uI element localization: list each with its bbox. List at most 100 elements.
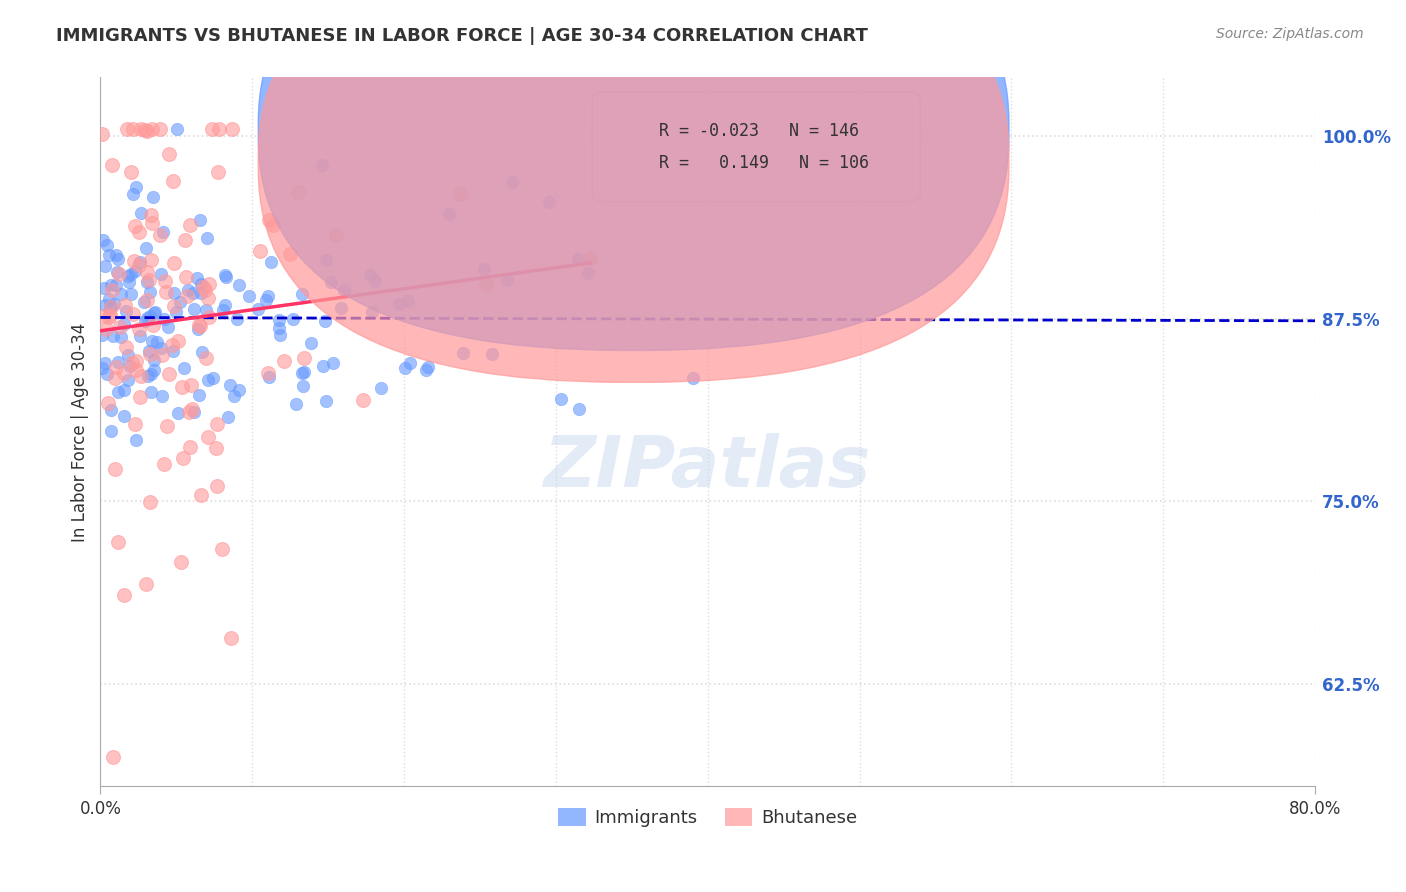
Point (211, 542, 233, 557)
Point (143, 363, 166, 377)
Text: IMMIGRANTS VS BHUTANESE IN LABOR FORCE | AGE 30-34 CORRELATION CHART: IMMIGRANTS VS BHUTANESE IN LABOR FORCE |… (56, 27, 868, 45)
Point (135, 265, 157, 279)
Point (437, 207, 460, 221)
Point (141, 367, 163, 381)
Point (101, 750, 124, 764)
Point (200, 121, 222, 136)
Point (150, 342, 173, 356)
Point (205, 442, 228, 456)
Point (90, 127, 112, 141)
Point (128, 322, 150, 336)
Point (98, 308, 121, 322)
Point (568, 401, 591, 416)
Point (537, 195, 560, 210)
Point (114, 298, 136, 312)
Point (100, 300, 122, 314)
Point (129, 121, 152, 136)
Point (110, 330, 132, 344)
Point (120, 359, 142, 373)
Point (135, 241, 157, 255)
Point (321, 276, 343, 290)
Point (173, 234, 195, 248)
Point (257, 366, 280, 380)
Point (228, 278, 250, 293)
Point (124, 417, 146, 431)
Point (117, 268, 139, 283)
Point (120, 286, 142, 301)
Point (122, 307, 145, 321)
Point (387, 297, 409, 311)
Point (475, 277, 498, 291)
Point (187, 322, 209, 336)
Point (190, 277, 212, 292)
Point (159, 367, 181, 381)
Point (193, 283, 215, 297)
Point (254, 293, 277, 307)
Point (156, 419, 179, 434)
Point (201, 370, 224, 384)
Point (291, 379, 314, 393)
Point (112, 366, 135, 380)
Point (197, 310, 219, 325)
Point (370, 381, 392, 395)
Point (93, 281, 115, 295)
Point (94, 297, 117, 311)
Point (191, 345, 214, 359)
Point (142, 353, 165, 368)
Point (138, 273, 160, 287)
Point (176, 269, 198, 284)
Point (124, 219, 146, 233)
Point (155, 285, 177, 300)
Point (176, 289, 198, 303)
Legend: Immigrants, Bhutanese: Immigrants, Bhutanese (551, 800, 865, 834)
Point (139, 252, 162, 267)
Point (112, 317, 135, 331)
Point (125, 354, 148, 368)
Point (188, 212, 211, 227)
Point (121, 356, 143, 370)
Point (179, 218, 201, 232)
Point (418, 359, 440, 374)
Point (112, 384, 135, 398)
Point (105, 360, 128, 375)
Point (125, 179, 148, 194)
Point (104, 462, 127, 476)
Point (112, 589, 135, 603)
Point (311, 158, 333, 172)
Point (107, 354, 129, 368)
FancyBboxPatch shape (259, 0, 1010, 383)
Point (162, 343, 184, 358)
Point (162, 174, 184, 188)
Point (143, 305, 166, 319)
Point (188, 318, 211, 332)
Point (190, 488, 212, 502)
Point (322, 356, 344, 370)
Point (333, 283, 356, 297)
Point (163, 299, 186, 313)
Point (312, 359, 335, 373)
Point (149, 267, 172, 281)
Point (179, 440, 201, 454)
Point (141, 217, 163, 231)
Point (197, 291, 219, 305)
Point (128, 225, 150, 239)
Point (218, 378, 240, 392)
Point (98, 300, 121, 314)
Point (134, 123, 156, 137)
Point (125, 434, 148, 448)
Point (278, 246, 301, 260)
Point (142, 318, 165, 332)
Point (101, 158, 124, 172)
Point (143, 306, 166, 320)
Point (139, 285, 162, 299)
Point (153, 311, 176, 326)
Point (96, 238, 118, 252)
Point (451, 346, 474, 360)
Point (221, 632, 243, 646)
Point (260, 255, 283, 269)
Point (110, 287, 132, 301)
Point (98, 292, 121, 306)
Point (228, 383, 250, 397)
Point (97, 248, 120, 262)
Text: ZIPatlas: ZIPatlas (544, 433, 872, 502)
